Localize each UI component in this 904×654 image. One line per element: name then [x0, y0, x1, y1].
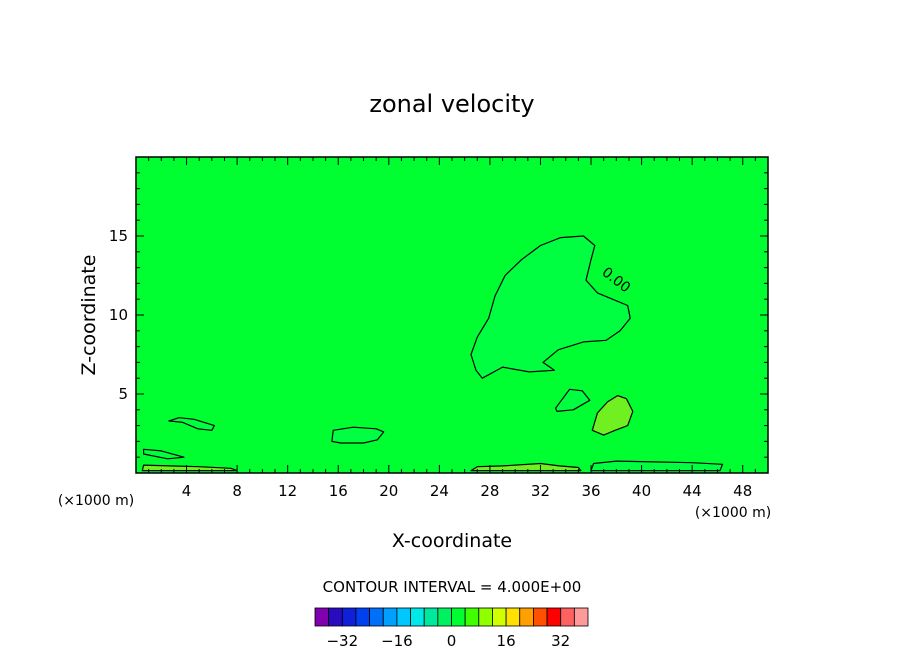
- x-tick-label: 44: [683, 482, 702, 500]
- x-tick-label: 12: [278, 482, 297, 500]
- colorbar-swatch: [396, 607, 411, 627]
- colorbar-tick-label: 32: [551, 632, 570, 650]
- y-tick-label: 15: [109, 227, 128, 245]
- colorbar-tick-label: −32: [326, 632, 358, 650]
- colorbar-swatch: [492, 607, 507, 627]
- contour-mid-level-negative-band: [331, 426, 385, 444]
- colorbar-swatch: [533, 607, 548, 627]
- contour-large-negative-lobe: [470, 235, 631, 379]
- colorbar-swatch: [464, 607, 480, 627]
- colorbar-swatch: [341, 607, 357, 627]
- colorbar: −32 −16 0 16 32: [314, 607, 589, 650]
- plot-background: [136, 157, 768, 473]
- colorbar-swatch: [478, 607, 493, 627]
- colorbar-swatch: [314, 607, 330, 627]
- x-tick-label: 36: [581, 482, 600, 500]
- y-tick-label: 10: [109, 306, 128, 324]
- x-tick-label: 20: [379, 482, 398, 500]
- colorbar-swatch: [382, 607, 398, 627]
- x-tick-label: 40: [632, 482, 651, 500]
- contour-left-upper-patch: [168, 417, 215, 431]
- contour-small-negative-lobe: [555, 388, 591, 412]
- colorbar-tick-label: 16: [497, 632, 516, 650]
- x-tick-label: 32: [531, 482, 550, 500]
- x-tick-label: 4: [182, 482, 192, 500]
- colorbar-swatch: [423, 607, 439, 627]
- x-unit-label-right: (×1000 m): [695, 505, 771, 521]
- x-tick-label: 48: [733, 482, 752, 500]
- x-unit-label-left: (×1000 m): [58, 493, 134, 509]
- x-tick-label: 16: [329, 482, 348, 500]
- contour-surface-layer-right: [590, 460, 724, 472]
- contour-surface-layer-middle: [470, 462, 582, 472]
- colorbar-tick-label: 0: [447, 632, 457, 650]
- colorbar-swatch: [437, 607, 452, 627]
- x-axis-title: X-coordinate: [392, 530, 512, 552]
- x-tick-label: 8: [232, 482, 242, 500]
- colorbar-swatch: [328, 607, 343, 627]
- colorbar-swatch: [451, 607, 466, 627]
- colorbar-swatch: [546, 607, 562, 627]
- contour-positive-lobe: [591, 395, 634, 436]
- colorbar-swatch: [410, 607, 425, 627]
- colorbar-swatch: [560, 607, 575, 627]
- colorbar-swatch: [519, 607, 534, 627]
- colorbar-swatch: [355, 607, 371, 627]
- colorbar-swatch: [505, 607, 521, 627]
- y-tick-label: 5: [118, 385, 128, 403]
- contour-left-near-surface-patch: [143, 448, 185, 460]
- y-axis-title: Z-coordinate: [78, 255, 100, 376]
- chart-title: zonal velocity: [369, 90, 534, 118]
- x-tick-label: 24: [430, 482, 449, 500]
- colorbar-swatch: [369, 607, 384, 627]
- x-tick-label: 28: [480, 482, 499, 500]
- contour-interval-label: CONTOUR INTERVAL = 4.000E+00: [323, 578, 582, 596]
- colorbar-tick-label: −16: [381, 632, 413, 650]
- colorbar-swatch: [573, 607, 589, 627]
